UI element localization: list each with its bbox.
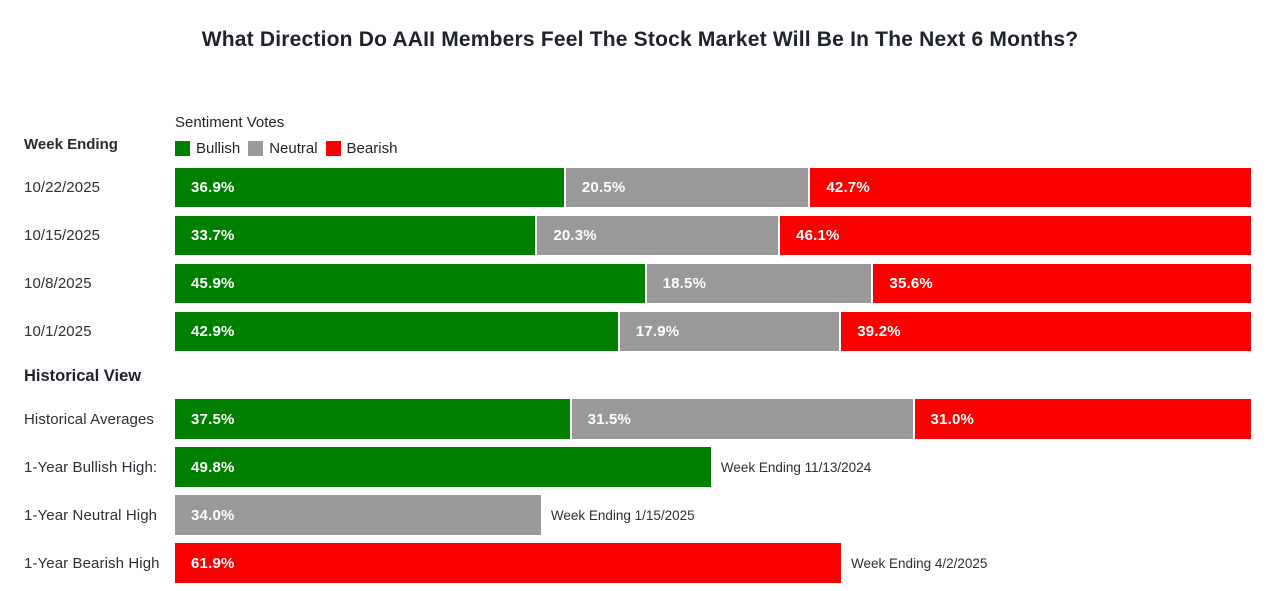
weekly-rows: 10/22/2025 36.9% 20.5% 42.7% 10/15/2025 … xyxy=(24,168,1251,360)
bar-area: 49.8% Week Ending 11/13/2024 xyxy=(175,447,1251,487)
historical-view-heading: Historical View xyxy=(24,367,142,385)
segment-value: 42.9% xyxy=(191,323,235,340)
legend-item-bullish: Bullish xyxy=(175,140,240,157)
stacked-bar: 37.5% 31.5% 31.0% xyxy=(175,399,1251,439)
week-date-label: 10/8/2025 xyxy=(24,275,92,292)
neutral-segment: 20.3% xyxy=(537,216,779,255)
legend-label-bearish: Bearish xyxy=(346,140,398,157)
segment-value: 31.0% xyxy=(930,410,975,428)
neutral-segment: 17.9% xyxy=(619,312,840,351)
segment-value: 35.6% xyxy=(889,275,933,292)
week-ending-annotation: Week Ending 4/2/2025 xyxy=(851,555,988,571)
table-row: 1-Year Bullish High: 49.8% Week Ending 1… xyxy=(24,447,1251,487)
bearish-swatch-icon xyxy=(325,141,341,156)
neutral-swatch-icon xyxy=(248,141,264,156)
bar-area: 61.9% Week Ending 4/2/2025 xyxy=(175,543,1251,583)
bullish-segment: 42.9% xyxy=(175,312,618,351)
table-row: 1-Year Bearish High 61.9% Week Ending 4/… xyxy=(24,543,1251,583)
table-row: 1-Year Neutral High 34.0% Week Ending 1/… xyxy=(24,495,1251,535)
week-ending-column-header: Week Ending xyxy=(24,136,118,153)
segment-value: 31.5% xyxy=(587,410,632,428)
week-ending-annotation: Week Ending 11/13/2024 xyxy=(720,459,872,475)
bearish-segment: 42.7% xyxy=(810,168,1251,207)
historical-rows: Historical Averages 37.5% 31.5% 31.0% 1-… xyxy=(24,399,1251,591)
bearish-segment: 46.1% xyxy=(780,216,1251,255)
bullish-high-label: 1-Year Bullish High: xyxy=(24,458,158,476)
stacked-bar: 36.9% 20.5% 42.7% xyxy=(175,168,1251,207)
segment-value: 42.7% xyxy=(826,179,870,196)
segment-value: 39.2% xyxy=(857,323,901,340)
neutral-segment: 18.5% xyxy=(646,264,872,303)
segment-value: 33.7% xyxy=(191,227,235,244)
segment-value: 46.1% xyxy=(796,227,840,244)
table-row: 10/22/2025 36.9% 20.5% 42.7% xyxy=(24,168,1251,207)
historical-averages-label: Historical Averages xyxy=(24,410,155,428)
stacked-bar: 45.9% 18.5% 35.6% xyxy=(175,264,1251,303)
legend-items: Bullish Neutral Bearish xyxy=(175,140,405,157)
segment-value: 18.5% xyxy=(662,275,707,292)
bearish-segment: 31.0% xyxy=(914,399,1251,439)
bearish-segment: 35.6% xyxy=(873,264,1251,303)
week-date-label: 10/1/2025 xyxy=(24,323,92,340)
neutral-segment: 31.5% xyxy=(571,399,913,439)
segment-value: 36.9% xyxy=(191,179,235,196)
segment-value: 49.8% xyxy=(191,458,235,476)
legend-label-neutral: Neutral xyxy=(269,140,318,157)
bullish-segment: 36.9% xyxy=(175,168,564,207)
chart-title: What Direction Do AAII Members Feel The … xyxy=(201,28,1079,51)
bullish-segment: 33.7% xyxy=(175,216,536,255)
segment-value: 20.3% xyxy=(553,227,597,244)
segment-value: 17.9% xyxy=(635,323,680,340)
table-row: 10/1/2025 42.9% 17.9% 39.2% xyxy=(24,312,1251,351)
table-row: Historical Averages 37.5% 31.5% 31.0% xyxy=(24,399,1251,439)
neutral-segment: 20.5% xyxy=(565,168,809,207)
week-date-label: 10/22/2025 xyxy=(24,179,101,196)
legend-label-bullish: Bullish xyxy=(196,140,241,157)
week-ending-annotation: Week Ending 1/15/2025 xyxy=(550,507,695,523)
bearish-high-bar: 61.9% xyxy=(175,543,842,583)
bearish-segment: 39.2% xyxy=(841,312,1251,351)
legend-item-bearish: Bearish xyxy=(325,140,398,157)
bullish-swatch-icon xyxy=(175,141,190,156)
bullish-high-bar: 49.8% xyxy=(175,447,711,487)
segment-value: 34.0% xyxy=(191,506,235,524)
table-row: 10/15/2025 33.7% 20.3% 46.1% xyxy=(24,216,1251,255)
segment-value: 45.9% xyxy=(191,275,235,292)
legend-item-neutral: Neutral xyxy=(248,140,318,157)
neutral-high-bar: 34.0% xyxy=(175,495,541,535)
stacked-bar: 42.9% 17.9% 39.2% xyxy=(175,312,1251,351)
bullish-segment: 45.9% xyxy=(175,264,645,303)
segment-value: 61.9% xyxy=(191,554,235,572)
stacked-bar: 33.7% 20.3% 46.1% xyxy=(175,216,1251,255)
table-row: 10/8/2025 45.9% 18.5% 35.6% xyxy=(24,264,1251,303)
bearish-high-label: 1-Year Bearish High xyxy=(24,554,160,572)
bar-area: 34.0% Week Ending 1/15/2025 xyxy=(175,495,1251,535)
bullish-segment: 37.5% xyxy=(175,399,570,439)
legend: Sentiment Votes Bullish Neutral Bearish xyxy=(175,114,405,157)
week-date-label: 10/15/2025 xyxy=(24,227,101,244)
legend-title: Sentiment Votes xyxy=(175,114,285,131)
segment-value: 20.5% xyxy=(581,179,626,196)
neutral-high-label: 1-Year Neutral High xyxy=(24,506,158,524)
segment-value: 37.5% xyxy=(191,410,235,428)
